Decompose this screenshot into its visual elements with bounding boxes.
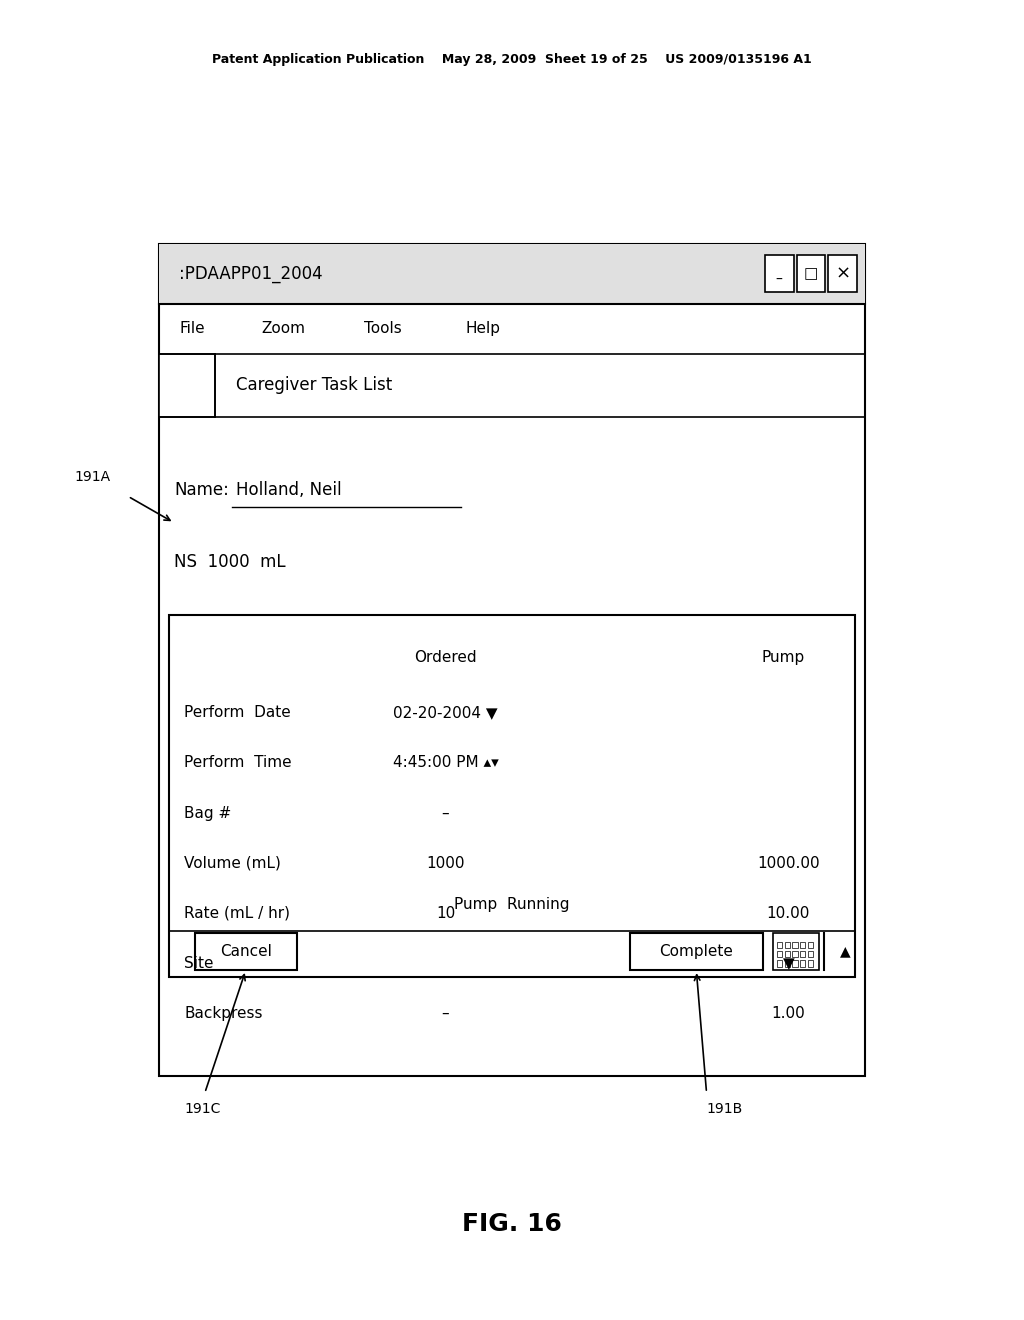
Bar [195,933,297,970]
Text: Zoom: Zoom [261,321,305,337]
Text: Help: Help [466,321,501,337]
Text: Pump  Running: Pump Running [455,896,569,912]
Text: Patent Application Publication    May 28, 2009  Sheet 19 of 25    US 2009/013519: Patent Application Publication May 28, 2… [212,53,812,66]
Bar [828,256,857,293]
Bar [808,942,813,948]
Bar [808,961,813,966]
Text: Rate (mL / hr): Rate (mL / hr) [184,906,291,921]
Bar [784,961,791,966]
Text: Caregiver Task List: Caregiver Task List [236,376,392,395]
Bar [777,952,782,957]
Text: Backpress: Backpress [184,1006,263,1022]
Text: Tools: Tools [364,321,401,337]
Bar [800,942,805,948]
Bar [773,933,819,970]
Bar [808,952,813,957]
Bar [793,942,798,948]
Text: 191C: 191C [184,1102,221,1115]
Bar [777,961,782,966]
Text: ▲: ▲ [840,945,850,958]
Text: 1000.00: 1000.00 [757,855,820,871]
Text: NS  1000  mL: NS 1000 mL [174,553,286,572]
Text: 1000: 1000 [426,855,465,871]
Text: ▼: ▼ [782,956,795,972]
Text: –: – [441,1006,450,1022]
Text: Complete: Complete [659,944,733,960]
Text: Volume (mL): Volume (mL) [184,855,282,871]
Bar [784,942,791,948]
Bar [630,933,763,970]
Bar [793,961,798,966]
Bar [159,244,865,1076]
Text: □: □ [804,267,818,281]
Text: File: File [179,321,205,337]
Bar [159,354,215,417]
Text: ×: × [836,265,850,282]
Text: Cancel: Cancel [220,944,271,960]
Text: 10.00: 10.00 [767,906,810,921]
Bar [793,952,798,957]
Text: Perform  Time: Perform Time [184,755,292,771]
Text: Name:: Name: [174,480,229,499]
Text: 191A: 191A [74,470,111,483]
Bar [784,952,791,957]
Text: 1.00: 1.00 [772,1006,805,1022]
Bar [765,256,794,293]
Bar [777,942,782,948]
Text: Bag #: Bag # [184,805,231,821]
Text: Ordered: Ordered [414,649,477,665]
Text: FIG. 16: FIG. 16 [462,1212,562,1236]
Text: 10: 10 [436,906,455,921]
Text: Pump: Pump [762,649,805,665]
Text: 191B: 191B [707,1102,742,1115]
Text: 02-20-2004 ▼: 02-20-2004 ▼ [393,705,498,721]
Bar [800,952,805,957]
Text: –: – [441,805,450,821]
Text: :PDAAPP01_2004: :PDAAPP01_2004 [179,265,323,282]
Text: Holland, Neil: Holland, Neil [236,480,341,499]
Bar [159,244,865,304]
Text: Site: Site [184,956,214,972]
Bar [800,961,805,966]
Bar [797,256,825,293]
Text: Perform  Date: Perform Date [184,705,291,721]
Text: 4:45:00 PM ▴▾: 4:45:00 PM ▴▾ [392,755,499,771]
Text: –: – [776,272,782,286]
Bar [169,615,855,977]
